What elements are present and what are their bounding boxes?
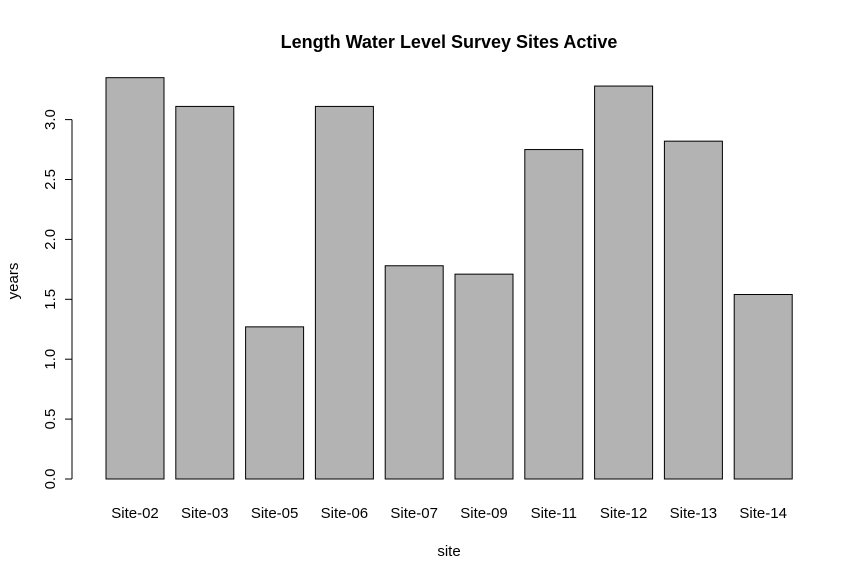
x-tick-label: Site-12 xyxy=(600,505,648,522)
bar-site-14 xyxy=(733,294,793,480)
bar-site-12 xyxy=(594,85,654,480)
y-axis: 0.0 0.5 1.0 1.5 2.0 2.5 3.0 xyxy=(42,109,73,490)
bar-site-03 xyxy=(175,105,235,480)
y-tick-label: 0.5 xyxy=(42,409,59,430)
bar-site-11 xyxy=(524,149,584,480)
chart-title: Length Water Level Survey Sites Active xyxy=(281,32,618,52)
x-tick-label: Site-11 xyxy=(531,505,577,522)
bar-site-06 xyxy=(314,105,374,480)
y-tick-label: 1.0 xyxy=(42,349,59,370)
bar-site-02 xyxy=(105,77,165,480)
bar-site-07 xyxy=(384,265,444,480)
bars-group xyxy=(105,77,793,480)
y-tick-label: 3.0 xyxy=(42,109,59,130)
y-tick-label: 0.0 xyxy=(42,469,59,490)
y-tick-label: 1.5 xyxy=(42,289,59,310)
x-tick-label: Site-02 xyxy=(111,505,159,522)
bar-site-09 xyxy=(454,273,514,480)
x-axis-label: site xyxy=(437,543,460,560)
x-tick-label: Site-07 xyxy=(390,505,438,522)
y-axis-label: years xyxy=(5,263,22,300)
bar-site-05 xyxy=(245,326,305,480)
x-tick-labels: Site-02 Site-03 Site-05 Site-06 Site-07 Site-… xyxy=(111,505,787,522)
x-tick-label: Site-06 xyxy=(321,505,369,522)
x-tick-label: Site-13 xyxy=(670,505,718,522)
y-tick-label: 2.5 xyxy=(42,169,59,190)
y-tick-label: 2.0 xyxy=(42,229,59,250)
x-tick-label: Site-14 xyxy=(739,505,787,522)
x-tick-label: Site-03 xyxy=(181,505,229,522)
x-tick-label: Site-09 xyxy=(460,505,508,522)
bar-site-13 xyxy=(663,140,723,480)
x-tick-label: Site-05 xyxy=(251,505,299,522)
